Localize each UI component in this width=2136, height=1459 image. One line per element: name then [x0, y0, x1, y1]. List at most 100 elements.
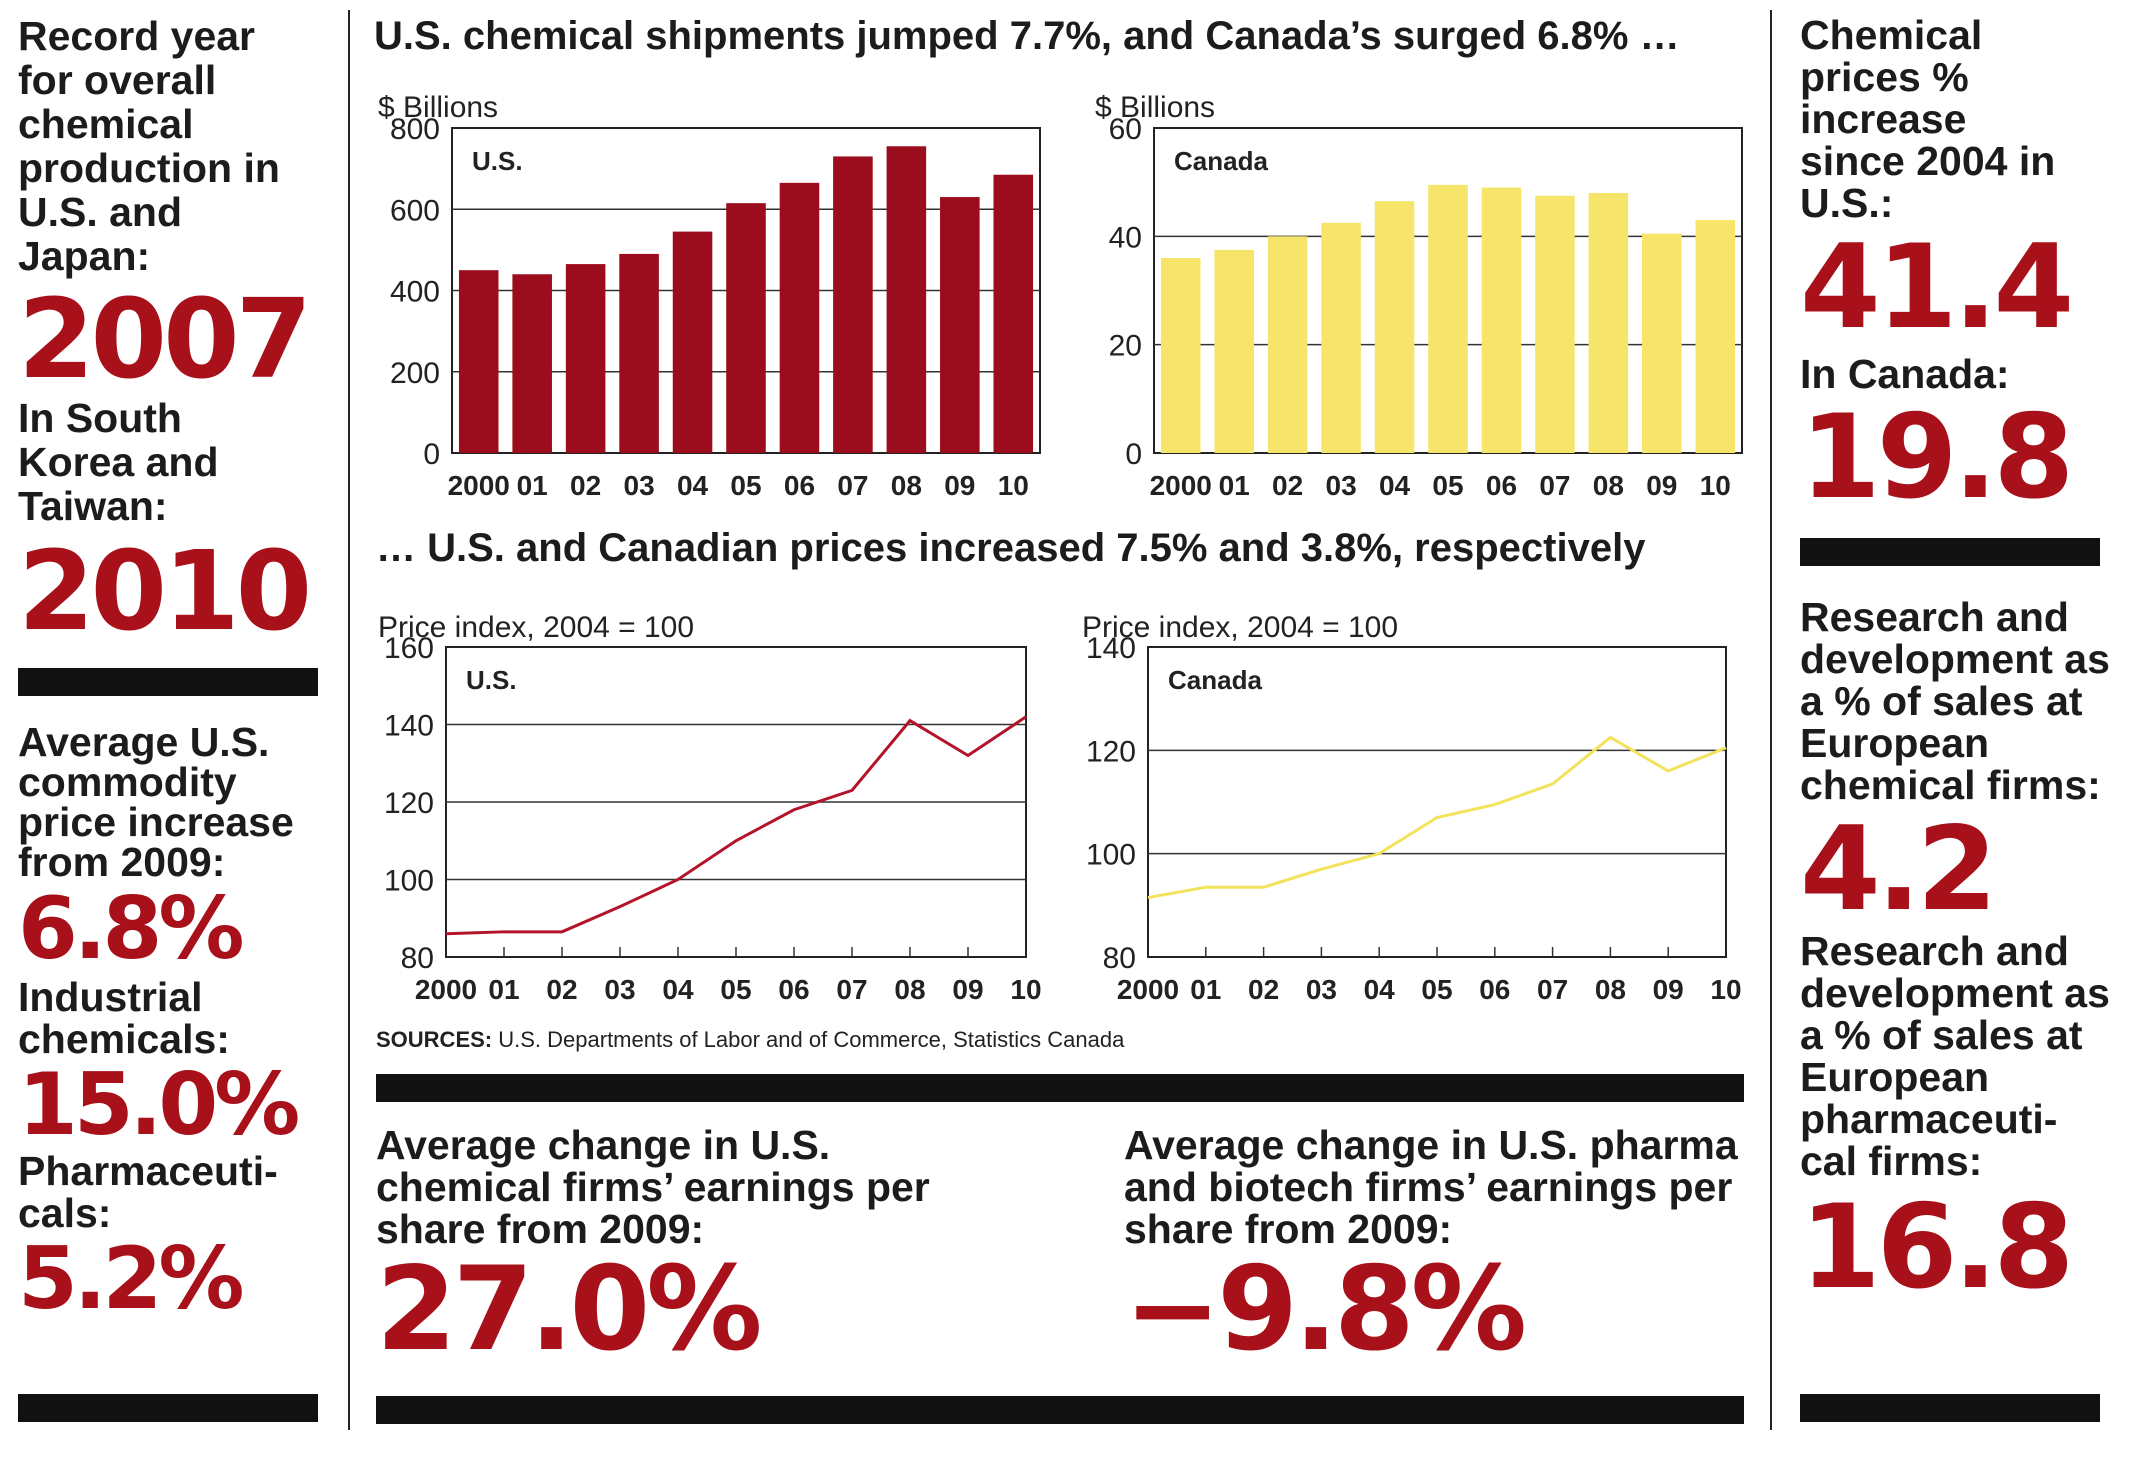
canada-prices-x-tick-label: 06 — [1479, 974, 1510, 1005]
rd-chemical-value: 4.2 — [1800, 802, 1998, 937]
us-shipments-bar — [833, 156, 873, 453]
commodity-price-label: Average U.S. commodity price increase fr… — [18, 719, 294, 885]
canada-shipments-bar — [1214, 249, 1254, 453]
us-shipments-bar — [993, 174, 1034, 453]
canada-prices-x-tick-label: 05 — [1421, 974, 1452, 1005]
headline-shipments: U.S. chemical shipments jumped 7.7%, and… — [374, 14, 1680, 58]
eps-pharma-block: Average change in U.S. pharma and biotec… — [1124, 1124, 1764, 1368]
prices-increase-label: Chemical prices % increase since 2004 in… — [1800, 12, 2056, 226]
korea-taiwan-value: 2010 — [18, 527, 312, 655]
canada-shipments-x-tick-label: 03 — [1326, 470, 1357, 501]
canada-shipments-y-tick-label: 60 — [1109, 113, 1142, 146]
canada-shipments-bar — [1321, 222, 1361, 453]
canada-prices-x-tick-label: 02 — [1248, 974, 1279, 1005]
canada-prices-x-tick-label: 07 — [1537, 974, 1568, 1005]
us-prices-x-tick-label: 09 — [952, 974, 983, 1005]
canada-label: In Canada: — [1800, 351, 2010, 397]
canada-shipments-bar — [1374, 201, 1415, 453]
record-year-value: 2007 — [18, 275, 312, 403]
us-shipments-bar — [940, 197, 980, 453]
us-shipments-series-label: U.S. — [472, 146, 523, 176]
center-rule-2 — [376, 1396, 1744, 1424]
us-shipments-x-tick-label: 09 — [944, 470, 975, 501]
industrial-chemicals-value: 15.0% — [18, 1055, 300, 1155]
us-shipments-x-tick-label: 01 — [517, 470, 548, 501]
canada-shipments-x-tick-label: 05 — [1432, 470, 1463, 501]
us-shipments-y-tick-label: 800 — [390, 113, 440, 146]
us-prices-y-tick-label: 160 — [384, 632, 434, 665]
canada-shipments-x-tick-label: 06 — [1486, 470, 1517, 501]
us-shipments-bar — [726, 203, 766, 453]
record-year-label: Record year for overall chemical product… — [18, 13, 280, 279]
us-shipments-y-tick-label: 0 — [423, 438, 440, 471]
us-shipments-y-tick-label: 600 — [390, 194, 440, 227]
us-shipments-y-tick-label: 200 — [390, 357, 440, 390]
canada-value: 19.8 — [1800, 390, 2074, 525]
canada-shipments-bar — [1642, 233, 1682, 453]
canada-shipments-x-tick-label: 02 — [1272, 470, 1303, 501]
us-prices-x-tick-label: 03 — [604, 974, 635, 1005]
pharmaceuticals-label: Pharmaceuti-cals: — [18, 1148, 278, 1236]
us-shipments-bar — [565, 264, 606, 453]
eps-chemical-block: Average change in U.S. chemical firms’ e… — [376, 1124, 996, 1368]
us-shipments-x-tick-label: 08 — [891, 470, 922, 501]
canada-prices-y-tick-label: 140 — [1086, 632, 1136, 665]
canada-shipments-bar — [1481, 187, 1522, 454]
us-shipments-x-tick-label: 07 — [837, 470, 868, 501]
canada-prices-x-tick-label: 04 — [1364, 974, 1396, 1005]
us-prices-x-tick-label: 02 — [546, 974, 577, 1005]
right-rule-1 — [1800, 538, 2100, 566]
canada-prices-series-line — [1147, 735, 1727, 900]
rd-pharma-label: Research and development as a % of sales… — [1800, 928, 2110, 1184]
us-shipments-y-axis-label: $ Billions — [378, 91, 498, 124]
us-prices-y-tick-label: 140 — [384, 710, 434, 743]
canada-shipments-x-tick-label: 10 — [1700, 470, 1731, 501]
eps-chemical-label: Average change in U.S. chemical firms’ e… — [376, 1122, 930, 1252]
center-rule-1 — [376, 1074, 1744, 1102]
left-rule-2 — [18, 1394, 318, 1422]
us-prices-y-tick-label: 120 — [384, 787, 434, 820]
canada-shipments-bar — [1428, 184, 1468, 453]
canada-shipments-bar — [1267, 236, 1308, 453]
us-prices-x-tick-label: 2000 — [415, 974, 477, 1005]
canada-prices-x-tick-label: 03 — [1306, 974, 1337, 1005]
canada-shipments-x-tick-label: 09 — [1646, 470, 1677, 501]
canada-prices-series-label: Canada — [1168, 665, 1262, 695]
commodity-price-value: 6.8% — [18, 879, 245, 979]
rd-pharma-value: 16.8 — [1800, 1180, 2074, 1315]
headline-prices: … U.S. and Canadian prices increased 7.5… — [376, 526, 1646, 570]
us-prices-series-line — [445, 715, 1027, 936]
us-shipments-bar — [512, 274, 552, 453]
canada-shipments-x-tick-label: 08 — [1593, 470, 1624, 501]
us-prices-y-tick-label: 100 — [384, 865, 434, 898]
canada-prices-x-tick-label: 2000 — [1117, 974, 1179, 1005]
us-prices-x-tick-label: 08 — [894, 974, 925, 1005]
canada-shipments-bar — [1695, 220, 1736, 453]
canada-prices-x-tick-label: 08 — [1595, 974, 1626, 1005]
eps-chemical-value: 27.0% — [376, 1242, 762, 1377]
us-shipments-y-tick-label: 400 — [390, 276, 440, 309]
canada-shipments-x-tick-label: 07 — [1539, 470, 1570, 501]
us-shipments-x-tick-label: 02 — [570, 470, 601, 501]
us-shipments-x-tick-label: 05 — [730, 470, 761, 501]
sources-text: U.S. Departments of Labor and of Commerc… — [498, 1027, 1125, 1052]
left-column: Record year for overall chemical product… — [18, 13, 318, 1422]
canada-prices-x-tick-label: 09 — [1653, 974, 1684, 1005]
canada-prices-y-tick-label: 100 — [1086, 839, 1136, 872]
canada-prices-y-tick-label: 80 — [1103, 942, 1136, 975]
us-prices-y-tick-label: 80 — [401, 942, 434, 975]
us-shipments-bar — [779, 182, 820, 453]
eps-pharma-label: Average change in U.S. pharma and biotec… — [1124, 1122, 1738, 1252]
canada-prices-x-tick-label: 10 — [1710, 974, 1741, 1005]
canada-shipments-y-tick-label: 0 — [1125, 438, 1142, 471]
us-shipments-bar — [672, 231, 713, 453]
us-prices-x-tick-label: 04 — [662, 974, 694, 1005]
canada-prices-y-axis-label: Price index, 2004 = 100 — [1082, 611, 1398, 644]
us-shipments-x-tick-label: 04 — [677, 470, 709, 501]
us-shipments-bar — [619, 253, 659, 453]
korea-taiwan-label: In South Korea and Taiwan: — [18, 395, 219, 529]
canada-shipments-x-tick-label: 04 — [1379, 470, 1411, 501]
industrial-chemicals-label: Industrial chemicals: — [18, 974, 230, 1062]
us-prices-x-tick-label: 07 — [836, 974, 867, 1005]
us-prices-x-tick-label: 10 — [1010, 974, 1041, 1005]
